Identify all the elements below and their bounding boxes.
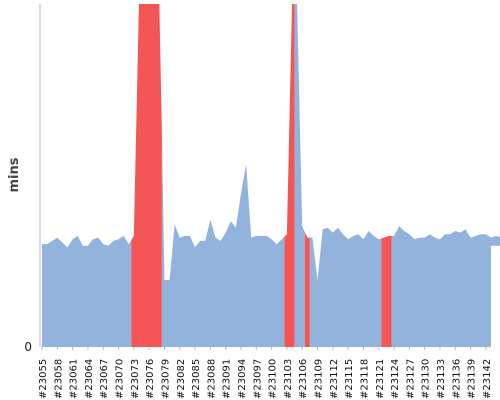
x-tick-label: #23097 [252, 359, 263, 399]
x-tick-label: #23061 [69, 359, 80, 399]
x-tick-label: #23109 [314, 359, 325, 399]
x-tick-label: #23112 [329, 359, 340, 399]
x-tick-label: #23136 [451, 359, 462, 399]
highlight-area-segment [304, 231, 310, 347]
plot-area [42, 4, 500, 347]
area-segment [294, 4, 305, 347]
area-segment [309, 227, 382, 347]
x-tick-label: #23115 [344, 359, 355, 399]
x-tick-label: #23073 [130, 359, 141, 399]
area-segment [42, 235, 132, 347]
x-tick-label: #23133 [436, 359, 447, 399]
x-tick-label: #23067 [99, 359, 110, 399]
x-tick-label: #23076 [145, 359, 156, 399]
x-tick-label: #23082 [176, 359, 187, 399]
x-tick-label: #23094 [237, 359, 248, 399]
x-tick-label: #23058 [53, 359, 64, 399]
x-tick-label: #23100 [268, 359, 279, 399]
y-tick-label: 0 [24, 340, 32, 354]
x-tick-label: #23139 [467, 359, 478, 399]
x-tick-label: #23127 [405, 359, 416, 399]
highlight-area-segment [284, 4, 295, 347]
x-tick-label: #23130 [421, 359, 432, 399]
area-segment [391, 226, 500, 347]
highlight-area-segment [381, 235, 392, 347]
x-tick-label: #23124 [390, 359, 401, 399]
x-tick-label: #23091 [222, 359, 233, 399]
x-tick-label: #23088 [206, 359, 217, 399]
x-tick-label: #23103 [283, 359, 294, 399]
x-tick-label: #23121 [375, 359, 386, 399]
x-tick-label: #23064 [84, 359, 95, 399]
x-tick-label: #23106 [298, 359, 309, 399]
area-segment [161, 133, 285, 347]
x-tick-label: #23118 [359, 359, 370, 399]
x-tick-label: #23055 [38, 359, 49, 399]
x-tick-label: #23070 [115, 359, 126, 399]
x-axis-ticks: #23055 #23058 #23061 #23064 #23067 #23070 #230… [38, 347, 493, 399]
x-tick-label: #23079 [160, 359, 171, 399]
x-tick-label: #23085 [191, 359, 202, 399]
y-axis-label: mins [7, 157, 22, 192]
highlight-area-segment [131, 4, 162, 347]
x-tick-label: #23142 [482, 359, 493, 399]
